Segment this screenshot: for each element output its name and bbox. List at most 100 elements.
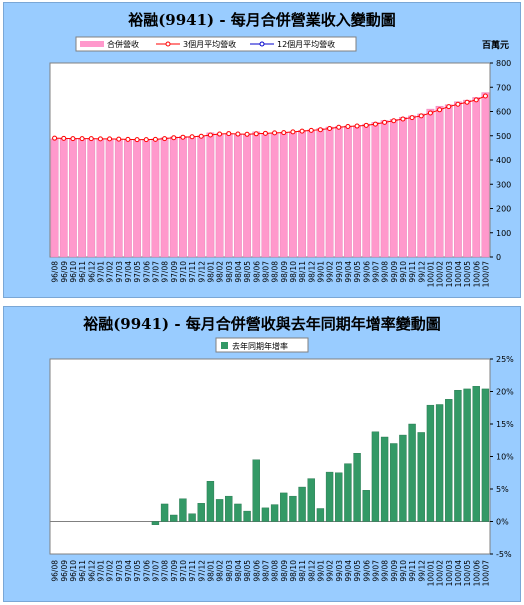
revenue-bar [50,138,59,258]
revenue-bar [59,138,68,258]
avg-point [455,101,461,107]
y-tick-label: 400 [496,156,511,165]
x-tick-label: 96/12 [87,560,96,582]
avg-point [226,131,232,137]
x-tick-label: 99/12 [417,560,426,582]
x-tick-label: 98/01 [206,261,215,283]
growth-chart: -5%0%5%10%15%20%25%96/08 96/09 96/10 96/11 9… [49,337,514,587]
x-tick-label: 96/10 [69,560,78,582]
x-tick-label: 100/02 [436,261,445,288]
avg-point [372,121,378,127]
avg-point [189,134,195,140]
growth-bar [151,521,160,525]
x-tick-label: 98/09 [280,261,289,283]
x-tick-label: 100/07 [481,560,490,587]
y-tick-label: 0% [496,518,509,527]
revenue-bar [124,139,132,258]
avg-point [52,135,58,141]
revenue-bar [133,139,141,258]
x-tick-label: 97/01 [96,560,105,582]
x-tick-label: 99/10 [399,560,408,582]
revenue-chart-title: 裕融(9941) - 每月合併營業收入變動圖 [128,11,396,29]
x-tick-label: 99/03 [335,261,344,283]
y-tick-label: 0 [496,253,501,262]
avg-point [61,135,67,141]
revenue-bar [279,132,288,258]
growth-bar [170,514,178,522]
avg-point [180,134,186,140]
x-tick-label: 99/05 [353,560,362,582]
x-tick-label: 100/06 [472,560,481,587]
x-tick-label: 97/01 [96,261,105,283]
y-tick-label: 5% [496,485,509,494]
growth-bar [353,453,361,522]
y-tick-label: -5% [496,550,512,559]
x-tick-label: 96/08 [51,560,60,582]
avg-point [382,119,388,125]
growth-bar [197,503,205,522]
growth-bar [289,495,297,522]
avg-point [235,131,241,137]
avg-point [473,97,479,103]
x-tick-label: 99/06 [362,261,371,283]
growth-bar [261,507,270,522]
x-tick-label: 97/12 [197,560,206,582]
growth-bar [417,432,425,522]
x-tick-label: 100/01 [426,560,435,587]
x-tick-label: 98/11 [298,560,307,582]
x-tick-label: 99/02 [326,261,335,283]
growth-bar [252,459,260,522]
x-tick-label: 99/12 [417,261,426,283]
legend-box [215,337,309,353]
revenue-bar [289,131,297,258]
revenue-bar [105,138,114,258]
x-tick-label: 97/07 [151,560,160,582]
x-tick-label: 100/07 [481,261,490,288]
revenue-bar [215,133,224,258]
avg-point [281,130,287,136]
revenue-bar [298,130,306,258]
growth-bar [408,423,416,522]
x-tick-label: 98/06 [252,560,261,582]
avg-point [70,136,76,142]
x-tick-label: 97/04 [124,261,133,283]
revenue-bar [151,138,160,258]
revenue-bar [316,128,325,258]
x-tick-label: 97/08 [161,261,170,283]
x-tick-label: 97/09 [170,261,179,283]
x-tick-label: 98/12 [307,560,316,582]
revenue-bar [307,129,316,258]
x-tick-label: 97/12 [197,261,206,283]
avg-point [437,107,443,113]
growth-bar [215,499,224,522]
legend-swatch [221,342,228,349]
x-tick-label: 97/09 [170,560,179,582]
x-tick-label: 98/10 [289,560,298,582]
avg-point [345,124,351,130]
x-tick-label: 99/07 [371,261,380,283]
x-tick-label: 100/03 [445,560,454,587]
x-tick-label: 98/01 [206,560,215,582]
avg-point [400,116,406,122]
legend-marker [165,41,171,47]
revenue-bar [362,123,371,258]
y-tick-label: 15% [496,420,514,429]
legend: 合併營收 3個月平均營收 12個月平均營收 [75,36,357,52]
growth-bar [160,503,169,522]
avg-point [327,125,333,131]
revenue-bar [188,136,196,258]
x-tick-label: 97/06 [142,560,151,582]
x-tick-label: 99/01 [316,261,325,283]
growth-bar [362,490,370,522]
revenue-bar [87,138,96,258]
revenue-bar [169,136,178,258]
growth-bar [472,386,480,522]
x-tick-label: 96/08 [51,261,60,283]
avg-point [446,104,452,110]
x-tick-label: 96/11 [78,560,87,582]
x-tick-label: 98/07 [261,261,270,283]
legend-box [75,36,357,52]
avg-point [88,136,94,142]
x-tick-label: 99/05 [353,261,362,283]
